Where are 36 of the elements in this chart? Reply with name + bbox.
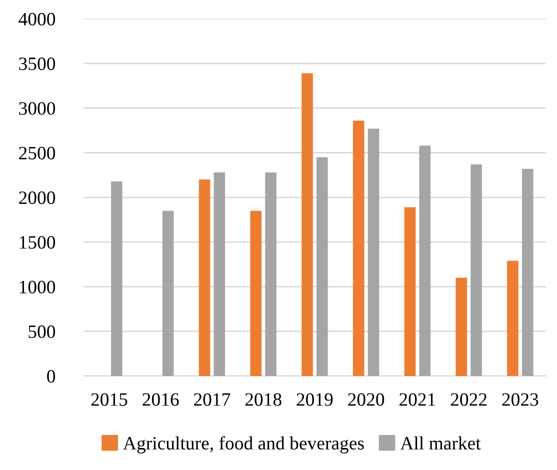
x-tick-label: 2022	[450, 393, 487, 406]
legend-label: All market	[400, 436, 481, 450]
y-tick-label: 2500	[19, 146, 56, 160]
y-tick-label: 4000	[18, 12, 56, 26]
x-tick-label: 2019	[296, 393, 333, 406]
bar	[162, 210, 174, 376]
bar	[265, 172, 276, 376]
legend-label: Agriculture, food and beverages	[123, 436, 364, 454]
bar	[404, 207, 416, 376]
y-tick-label: 500	[28, 325, 56, 338]
y-tick-label: 0	[47, 370, 56, 383]
bar	[214, 172, 226, 376]
x-tick-label: 2016	[142, 393, 179, 406]
y-tick-label: 2000	[19, 191, 56, 204]
y-tick-label: 3500	[19, 57, 56, 70]
bar	[522, 168, 534, 376]
x-tick-label: 2023	[502, 393, 538, 406]
x-tick-label: 2015	[91, 393, 128, 406]
x-tick-label: 2017	[194, 393, 230, 406]
bar	[316, 157, 328, 376]
bar	[352, 120, 364, 376]
bar	[198, 180, 210, 376]
bar	[507, 260, 518, 376]
bar	[111, 181, 122, 376]
y-tick-label: 1500	[20, 236, 56, 249]
y-tick-label: 1000	[20, 280, 56, 294]
y-tick-label: 3000	[19, 102, 56, 115]
bar	[419, 146, 431, 376]
bar	[368, 128, 380, 376]
x-tick-label: 2020	[348, 393, 384, 406]
x-tick-label: 2018	[245, 393, 282, 406]
x-tick-label: 2021	[400, 393, 436, 406]
bar	[470, 164, 482, 376]
bar	[302, 73, 313, 376]
bar	[456, 278, 468, 376]
bar	[250, 210, 262, 376]
